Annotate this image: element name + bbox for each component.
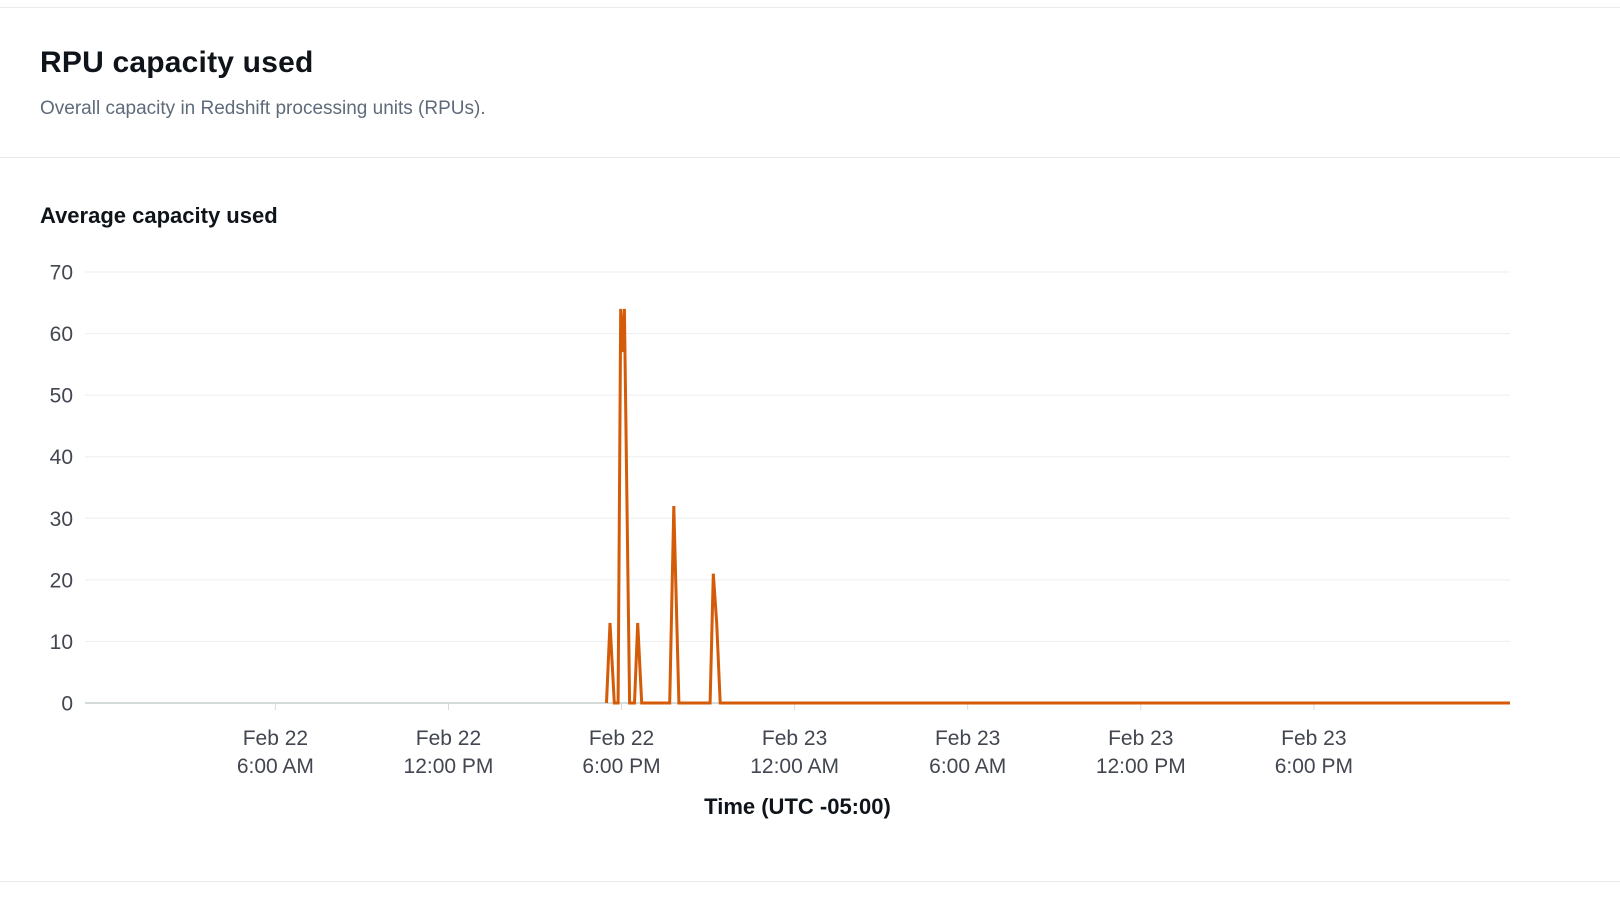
x-tick-label-date: Feb 23 [762,727,827,750]
x-tick-label-time: 12:00 PM [1096,755,1186,778]
y-tick-label: 20 [50,569,73,592]
chart-title: Average capacity used [40,203,278,228]
rpu-capacity-line-chart[interactable]: 0 10 20 30 40 50 60 70 Feb 22 6:00 AM Feb 22 12:00 … [0,250,1620,850]
x-tick-label-time: 12:00 PM [404,755,494,778]
y-tick-label: 0 [61,693,73,716]
x-tick-label-time: 6:00 PM [1275,755,1353,778]
y-tick-label: 10 [50,631,73,654]
series-line-average-capacity-used [605,308,1510,705]
panel-subtitle: Overall capacity in Redshift processing … [40,98,486,119]
panel-bottom-border [0,881,1620,882]
y-tick-label: 60 [50,323,73,346]
x-tick-label-date: Feb 23 [1108,727,1173,750]
x-tick-label-time: 6:00 AM [237,755,314,778]
x-axis-title: Time (UTC -05:00) [704,794,891,819]
x-tick-label-time: 6:00 PM [582,755,660,778]
x-tick-label-date: Feb 23 [1281,727,1346,750]
y-tick-label: 40 [50,446,73,469]
x-tick-label-time: 12:00 AM [750,755,839,778]
x-tick-label-date: Feb 23 [935,727,1000,750]
x-tick-label-time: 6:00 AM [929,755,1006,778]
y-tick-label: 70 [50,262,73,285]
panel-title: RPU capacity used [40,46,314,79]
x-tick-label-date: Feb 22 [589,727,654,750]
x-tick-label-date: Feb 22 [243,727,308,750]
y-tick-label: 50 [50,385,73,408]
x-tick-label-date: Feb 22 [416,727,481,750]
panel-top-border [0,7,1620,8]
y-tick-label: 30 [50,508,73,531]
header-divider [0,157,1620,158]
